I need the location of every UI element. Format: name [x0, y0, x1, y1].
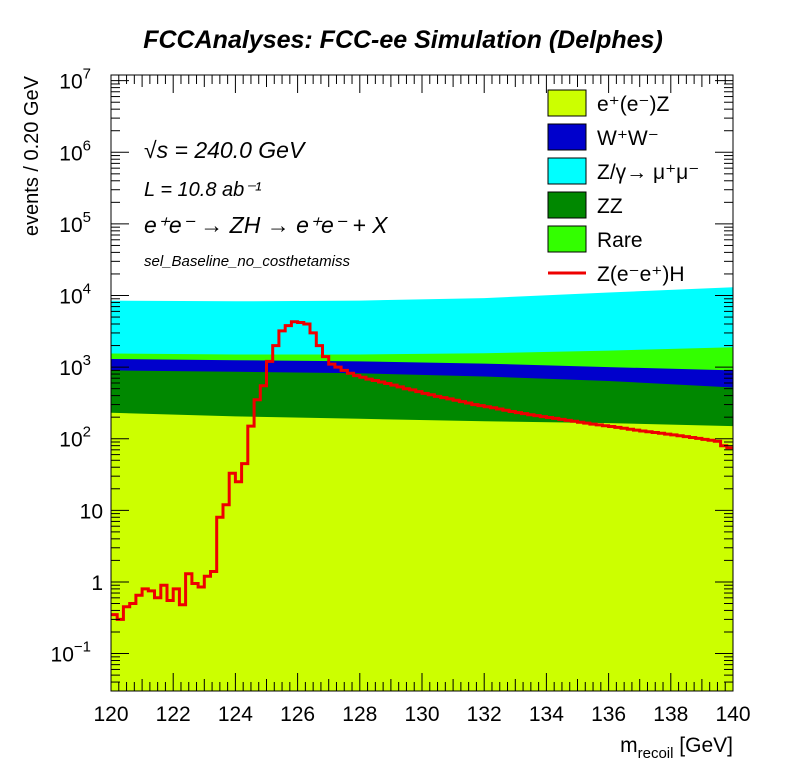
legend-swatch [547, 225, 587, 253]
x-tick-label: 134 [529, 703, 564, 726]
x-tick-label: 136 [591, 703, 626, 726]
legend-swatch [547, 157, 587, 185]
y-tick-label: 105 [59, 209, 91, 237]
legend-label: W⁺W⁻ [597, 127, 659, 150]
legend-swatch [547, 123, 587, 151]
y-tick-label: 104 [59, 281, 91, 309]
stacked-backgrounds [111, 287, 733, 691]
x-tick-label: 130 [404, 703, 439, 726]
x-tick-label: 140 [715, 703, 750, 726]
stack-area-0 [111, 412, 733, 691]
legend-label: Z/γ→ μ⁺μ⁻ [597, 161, 699, 184]
y-tick-label: 10−1 [51, 639, 91, 667]
legend-swatch [547, 191, 587, 219]
signal-line [111, 320, 733, 621]
annotation-sqrt-s: √s = 240.0 GeV [144, 137, 307, 163]
legend-swatch [547, 89, 587, 117]
y-tick-label: 106 [59, 137, 91, 165]
axes: 120 122 124 126 128 130 132 134 136 138 140 10−1 1 10… [51, 66, 751, 726]
x-axis-label: mrecoil [GeV] [620, 734, 733, 762]
legend-label: Z(e⁻e⁺)H [597, 263, 685, 286]
x-tick-label: 126 [280, 703, 315, 726]
x-tick-label: 128 [342, 703, 377, 726]
annotation-selection: sel_Baseline_no_costhetamiss [144, 253, 350, 270]
x-axis-label-sub: recoil [638, 745, 674, 762]
x-tick-label: 132 [467, 703, 502, 726]
x-tick-label: 120 [93, 703, 128, 726]
legend-label: Rare [597, 229, 643, 252]
legend-label: ZZ [597, 195, 623, 218]
x-tick-label: 122 [156, 703, 191, 726]
x-tick-label: 138 [653, 703, 688, 726]
annotation-luminosity: L = 10.8 ab⁻¹ [144, 179, 262, 201]
annotation-process: e⁺e⁻ → ZH → e⁺e⁻ + X [144, 212, 389, 238]
y-tick-label: 103 [59, 352, 91, 380]
y-tick-label: 107 [59, 66, 91, 94]
x-tick-label: 124 [218, 703, 253, 726]
legend-label: e⁺(e⁻)Z [597, 93, 670, 116]
chart-title: FCCAnalyses: FCC-ee Simulation (Delphes) [143, 26, 663, 54]
y-tick-label: 10 [80, 500, 103, 523]
legend: e⁺(e⁻)Z W⁺W⁻ Z/γ→ μ⁺μ⁻ ZZ Rare Z(e⁻e⁺)H [547, 89, 699, 286]
x-axis-label-main: m [620, 734, 638, 757]
y-tick-label: 1 [91, 572, 103, 595]
x-axis-label-unit: [GeV] [673, 734, 733, 757]
y-tick-label: 102 [59, 424, 91, 452]
signal-histogram [111, 320, 733, 621]
y-axis-label: events / 0.20 GeV [21, 75, 43, 236]
